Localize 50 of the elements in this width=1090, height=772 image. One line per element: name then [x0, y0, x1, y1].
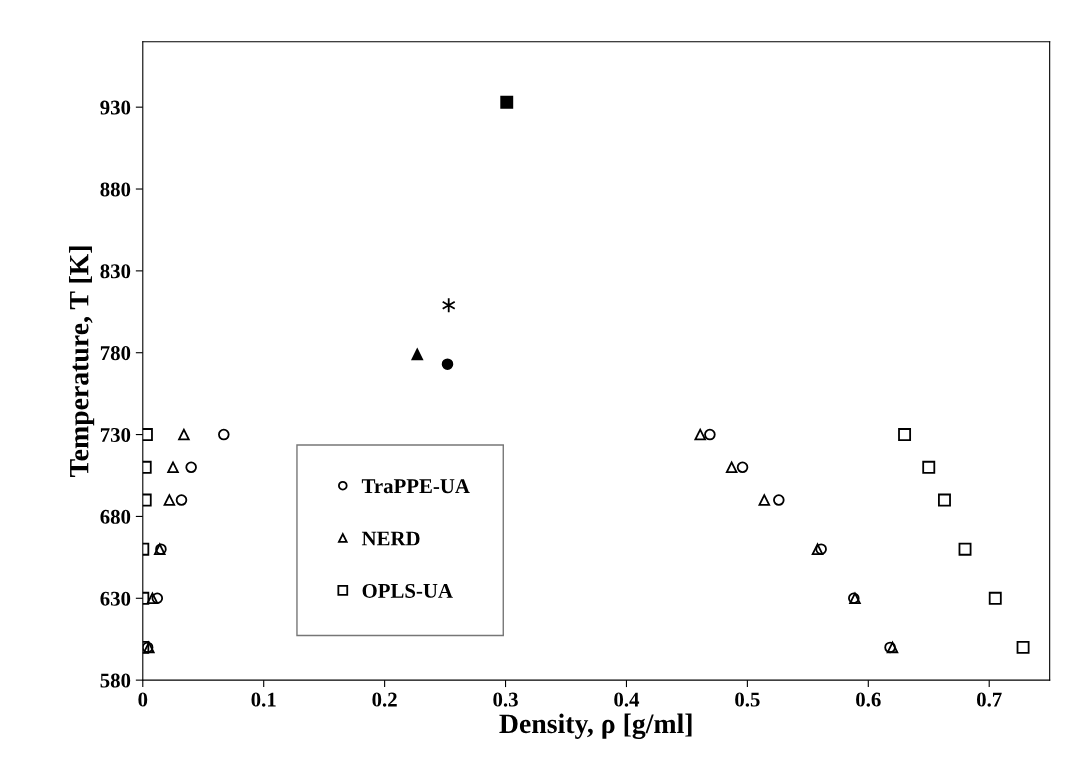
x-tick-label: 0 — [138, 692, 148, 707]
point — [178, 428, 190, 441]
legend-label: TraPPE-UA — [361, 479, 470, 494]
point — [898, 428, 912, 442]
point — [815, 543, 827, 555]
point — [441, 358, 454, 370]
point — [142, 428, 153, 442]
point — [142, 493, 152, 507]
point — [175, 494, 188, 506]
x-tick-label: 0.5 — [735, 692, 760, 707]
point — [142, 460, 152, 474]
y-tick-label: 830 — [100, 264, 131, 279]
point — [441, 297, 456, 314]
y-tick-label: 730 — [100, 427, 131, 443]
y-tick-label: 680 — [100, 509, 131, 524]
point — [151, 592, 164, 605]
y-tick-label: 780 — [100, 346, 131, 361]
point — [694, 428, 706, 441]
point — [811, 543, 824, 555]
point — [938, 493, 951, 507]
point — [958, 542, 972, 556]
x-axis-title: Density, ρ [g/ml] — [499, 713, 692, 740]
x-tick-label: 0.6 — [856, 692, 881, 707]
point — [773, 494, 785, 506]
y-axis-title: Temperature, T [K] — [68, 246, 95, 477]
point — [146, 592, 159, 605]
y-tick-label: 930 — [100, 100, 131, 115]
point — [163, 494, 176, 506]
point — [758, 494, 771, 506]
x-tick-label: 0.3 — [493, 692, 518, 707]
point — [725, 461, 738, 474]
point — [988, 591, 1002, 605]
point — [736, 461, 749, 474]
y-tick-label: 630 — [100, 591, 131, 606]
x-tick-label: 0.2 — [372, 692, 397, 707]
point — [704, 428, 716, 441]
y-tick-label: 580 — [100, 673, 131, 688]
point — [922, 460, 936, 474]
legend-label: NERD — [361, 531, 420, 546]
point — [185, 461, 197, 474]
point — [1016, 640, 1030, 654]
legend-label: OPLS-UA — [362, 583, 453, 598]
point — [411, 348, 424, 361]
x-tick-label: 0.7 — [976, 692, 1002, 707]
point — [500, 95, 514, 109]
x-tick-label: 0.4 — [614, 692, 640, 707]
point — [218, 428, 230, 441]
y-tick-label: 880 — [100, 182, 131, 197]
point — [167, 461, 179, 474]
x-tick-label: 0.1 — [251, 692, 276, 707]
